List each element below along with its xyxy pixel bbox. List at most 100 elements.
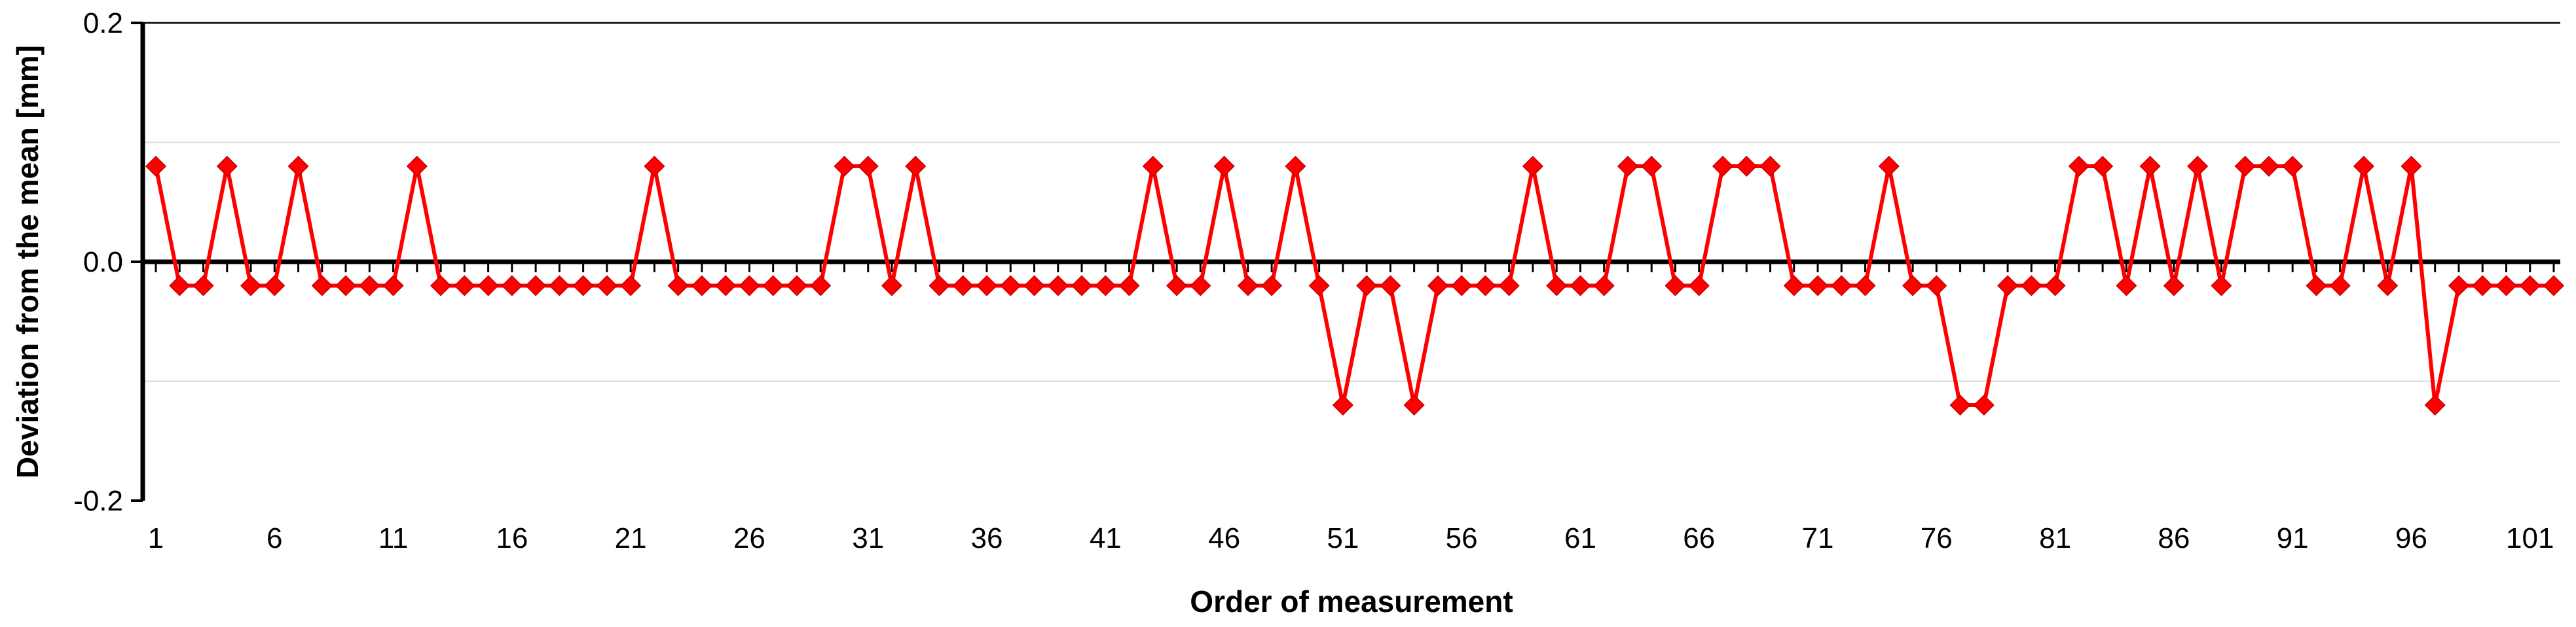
data-point	[2068, 155, 2089, 177]
data-point	[501, 275, 523, 296]
data-point	[691, 275, 712, 296]
data-point	[477, 275, 499, 296]
data-point	[2211, 275, 2232, 296]
data-point	[1166, 275, 1188, 296]
y-tick-label: 0.0	[83, 246, 123, 278]
data-point	[1617, 155, 1639, 177]
x-tick-label: 76	[1921, 522, 1953, 554]
data-point	[1190, 275, 1211, 296]
data-point	[454, 275, 475, 296]
x-tick-label: 21	[615, 522, 647, 554]
data-point	[905, 155, 927, 177]
data-point	[2258, 155, 2279, 177]
x-tick-label: 1	[148, 522, 164, 554]
data-point	[2353, 155, 2375, 177]
x-tick-label: 26	[733, 522, 765, 554]
data-point	[2377, 275, 2399, 296]
data-point	[1878, 155, 1900, 177]
x-tick-label: 71	[1802, 522, 1834, 554]
data-point	[1213, 155, 1235, 177]
data-point	[2329, 275, 2351, 296]
data-point	[525, 275, 547, 296]
x-tick-label: 41	[1090, 522, 1122, 554]
data-point	[335, 275, 357, 296]
x-tick-label: 11	[378, 522, 409, 554]
x-tick-label: 61	[1564, 522, 1596, 554]
data-point	[1047, 275, 1069, 296]
data-point	[1356, 275, 1378, 296]
data-point	[1000, 275, 1021, 296]
data-point	[1427, 275, 1448, 296]
y-tick-label: -0.2	[73, 485, 123, 517]
data-point	[1522, 155, 1543, 177]
data-point	[1237, 275, 1259, 296]
data-point	[1807, 275, 1829, 296]
data-point	[1380, 275, 1401, 296]
x-axis-title: Order of measurement	[1190, 584, 1513, 618]
data-point	[1759, 155, 1781, 177]
data-point	[1665, 275, 1686, 296]
data-point	[549, 275, 570, 296]
data-point	[1854, 275, 1876, 296]
data-point	[1973, 394, 1995, 416]
data-point	[2401, 155, 2422, 177]
data-point	[952, 275, 974, 296]
data-point	[2234, 155, 2256, 177]
data-point	[2021, 275, 2042, 296]
data-point	[929, 275, 950, 296]
data-point	[1451, 275, 1473, 296]
data-point	[667, 275, 689, 296]
data-point	[1071, 275, 1093, 296]
data-point	[1285, 155, 1306, 177]
data-point	[857, 155, 879, 177]
data-point	[193, 275, 214, 296]
data-point	[1308, 275, 1330, 296]
data-point	[240, 275, 262, 296]
data-point	[145, 155, 167, 177]
gridlines	[143, 22, 2560, 382]
data-point	[1593, 275, 1615, 296]
data-point	[359, 275, 380, 296]
y-axis-title: Deviation from the mean [mm]	[10, 45, 45, 478]
y-tick-label: 0.2	[83, 7, 123, 39]
data-point	[2282, 155, 2304, 177]
x-tick-label: 66	[1683, 522, 1715, 554]
data-point	[2116, 275, 2137, 296]
data-point	[2092, 155, 2114, 177]
data-point	[1997, 275, 2019, 296]
data-point	[216, 155, 238, 177]
data-point	[1332, 394, 1353, 416]
data-point	[2306, 275, 2327, 296]
data-point	[1095, 275, 1116, 296]
data-point	[2139, 155, 2161, 177]
data-point	[1546, 275, 1568, 296]
data-point	[2543, 275, 2565, 296]
data-point	[1570, 275, 1591, 296]
data-point	[572, 275, 594, 296]
data-point	[1023, 275, 1045, 296]
data-point	[1902, 275, 1924, 296]
data-point	[1475, 275, 1496, 296]
data-point	[976, 275, 998, 296]
data-point	[1783, 275, 1805, 296]
data-point	[1926, 275, 1947, 296]
data-point	[1142, 155, 1164, 177]
data-point	[762, 275, 784, 296]
data-point	[2472, 275, 2493, 296]
data-point	[1712, 155, 1734, 177]
data-point	[1949, 394, 1971, 416]
data-point	[2495, 275, 2517, 296]
axes	[131, 22, 2560, 502]
series-layer	[145, 155, 2565, 416]
x-tick-label: 86	[2158, 522, 2190, 554]
x-tick-label: 36	[971, 522, 1003, 554]
x-tick-label: 96	[2395, 522, 2427, 554]
data-point	[1736, 155, 1757, 177]
data-point	[1641, 155, 1663, 177]
data-point	[264, 275, 285, 296]
data-point	[1498, 275, 1520, 296]
data-point	[739, 275, 760, 296]
data-point	[2163, 275, 2184, 296]
data-point	[644, 155, 665, 177]
